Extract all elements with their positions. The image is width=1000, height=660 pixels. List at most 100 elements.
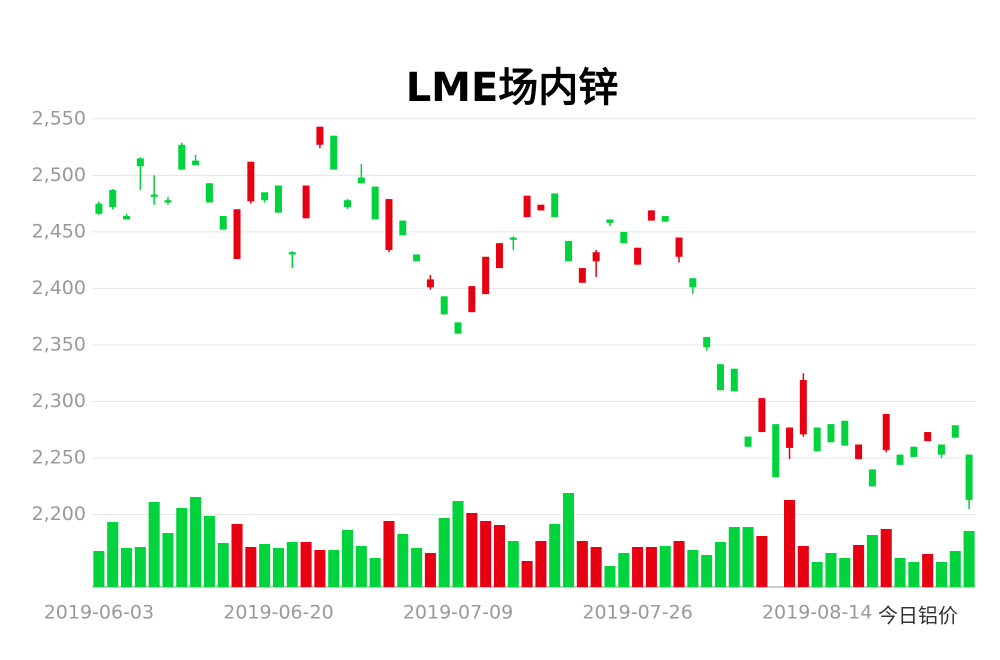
candle-body [551,193,559,218]
volume-bar [811,562,823,587]
volume-bar [742,527,754,587]
y-tick-label: 2,400 [32,277,86,299]
candle-body [330,135,338,170]
y-tick-label: 2,450 [32,220,86,242]
candle-body [537,204,545,211]
candle-body [261,192,269,201]
volume-bar [659,546,671,587]
volume-bar [93,551,105,587]
volume-bar [272,548,284,587]
candle-body [910,446,918,457]
candle-body [882,413,890,451]
volume-bar [935,562,947,587]
candle-body [937,444,945,455]
candle-body [509,237,517,240]
candle-body [716,364,724,391]
x-tick-label: 2019-07-26 [582,602,692,624]
candle-body [827,424,835,443]
volume-bar [549,524,561,587]
candle-body [689,278,697,288]
candle-body [703,337,711,348]
volume-bar [963,531,975,587]
volume-bar [134,547,146,587]
volume-bar [908,562,920,587]
candle-body [123,216,131,220]
candle-body [288,252,296,255]
y-tick-label: 2,200 [32,503,86,525]
volume-bar [853,545,865,587]
candle-body [786,427,794,448]
candle-body [357,177,365,184]
chart-title: LME场内锌 [406,65,619,111]
candle-body [647,210,655,221]
candle-body [440,296,448,315]
candle-body [205,183,213,203]
candle-body [95,203,103,214]
volume-bar [148,502,160,587]
volume-bar [632,547,644,587]
candle-body [385,199,393,250]
volume-bar [466,513,478,587]
candle-body [758,398,766,433]
candle-body [924,432,932,442]
volume-bar [397,534,409,587]
candle-body [274,185,282,213]
y-tick-label: 2,550 [32,107,86,129]
y-tick-label: 2,250 [32,447,86,469]
candle-body [109,190,117,207]
candle-body [247,161,255,202]
candle-body [620,231,628,244]
candle-body [413,254,421,262]
candle-body [675,237,683,257]
candle-body [136,158,144,167]
candle-body [772,424,780,478]
candle-body [965,454,973,500]
candle-body [841,420,849,446]
volume-bar [314,550,326,587]
volume-bar [300,542,312,587]
volume-bar [452,501,464,587]
candle-body [578,268,586,283]
candle-body [868,469,876,487]
candle-body [565,240,573,262]
candle-body [192,160,200,166]
candle-body [482,256,490,295]
volume-bar [535,541,547,587]
volume-bar [590,547,602,587]
volume-bar [866,535,878,587]
volume-bar [756,536,768,587]
volume-bar [673,541,685,587]
volume-bar [880,529,892,587]
volume-bar [728,527,740,587]
y-tick-label: 2,350 [32,333,86,355]
volume-bar [328,550,340,587]
candle-body [219,216,227,230]
volume-bar [645,547,657,587]
volume-bar [342,530,354,587]
candle-body [233,209,241,260]
candle-body [896,454,904,465]
volume-bar [121,548,133,587]
volume-bar [438,518,450,587]
volume-bar [259,544,271,587]
candle-body [634,247,642,265]
volume-bar [424,553,436,587]
volume-bar [176,508,188,587]
watermark: 今日铝价 [878,604,958,628]
y-tick-label: 2,300 [32,390,86,412]
volume-bar [493,525,505,587]
volume-bar [162,533,174,587]
x-tick-label: 2019-06-03 [44,602,154,624]
volume-bar [245,547,257,587]
candle-body [813,427,821,452]
volume-bar [480,521,492,587]
y-tick-label: 2,500 [32,164,86,186]
volume-bar [411,548,423,587]
candle-body [371,186,379,220]
volume-bar [701,555,713,587]
candle-body [951,425,959,438]
volume-bar [797,546,809,587]
x-tick-label: 2019-07-09 [403,602,513,624]
candle-body [468,286,476,313]
volume-bar [563,493,575,587]
